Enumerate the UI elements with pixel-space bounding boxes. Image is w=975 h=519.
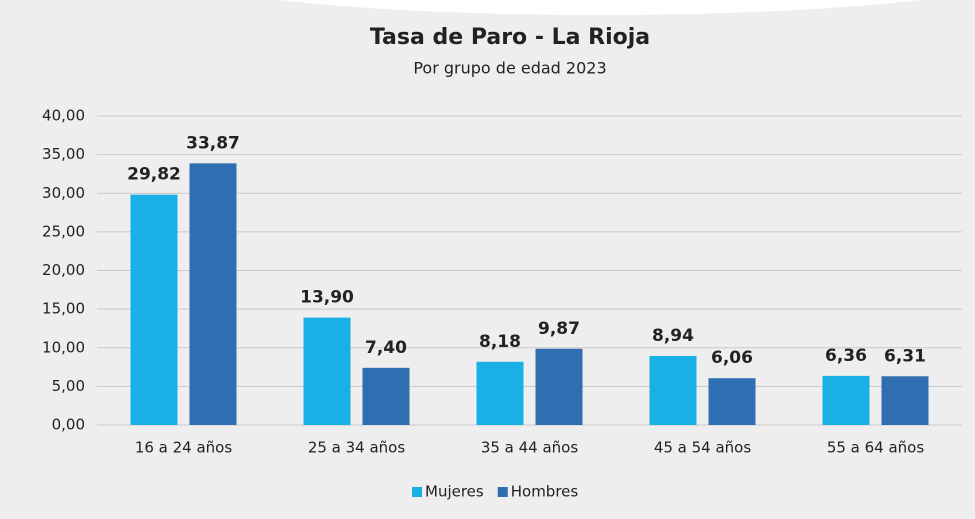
- bar: [822, 375, 870, 425]
- y-tick-label: 30,00: [42, 184, 85, 202]
- value-label: 6,36: [825, 346, 867, 366]
- y-tick-label: 25,00: [42, 222, 85, 240]
- value-label: 8,18: [479, 332, 521, 352]
- x-tick-label: 45 a 54 años: [654, 439, 752, 457]
- bar: [362, 367, 410, 425]
- value-label: 13,90: [300, 288, 354, 308]
- y-tick-label: 0,00: [52, 416, 85, 434]
- bar: [476, 361, 524, 425]
- legend-label: Mujeres: [425, 483, 484, 501]
- x-tick-label: 55 a 64 años: [827, 439, 925, 457]
- chart-title: Tasa de Paro - La Rioja: [370, 25, 650, 50]
- y-tick-label: 20,00: [42, 261, 85, 279]
- bar: [649, 355, 697, 425]
- bar: [708, 378, 756, 425]
- chart-subtitle: Por grupo de edad 2023: [413, 59, 606, 78]
- bar: [303, 317, 351, 425]
- bar: [189, 163, 237, 425]
- x-tick-label: 16 a 24 años: [135, 439, 233, 457]
- y-tick-label: 5,00: [52, 377, 85, 395]
- legend-swatch: [412, 487, 422, 497]
- y-tick-label: 35,00: [42, 145, 85, 163]
- y-tick-label: 15,00: [42, 300, 85, 318]
- value-label: 9,87: [538, 319, 580, 339]
- legend-label: Hombres: [511, 483, 579, 501]
- value-label: 6,06: [711, 348, 753, 368]
- value-label: 7,40: [365, 338, 407, 358]
- legend-swatch: [497, 487, 508, 497]
- value-label: 29,82: [127, 165, 181, 185]
- y-tick-label: 10,00: [42, 338, 85, 356]
- value-label: 33,87: [186, 133, 240, 153]
- background-shape: [279, 0, 921, 15]
- x-tick-label: 35 a 44 años: [481, 439, 579, 457]
- value-label: 8,94: [652, 326, 694, 346]
- bar: [535, 348, 583, 425]
- y-tick-label: 40,00: [42, 107, 85, 125]
- bar: [130, 194, 178, 425]
- x-tick-label: 25 a 34 años: [308, 439, 406, 457]
- value-label: 6,31: [884, 346, 926, 366]
- bar: [881, 376, 929, 425]
